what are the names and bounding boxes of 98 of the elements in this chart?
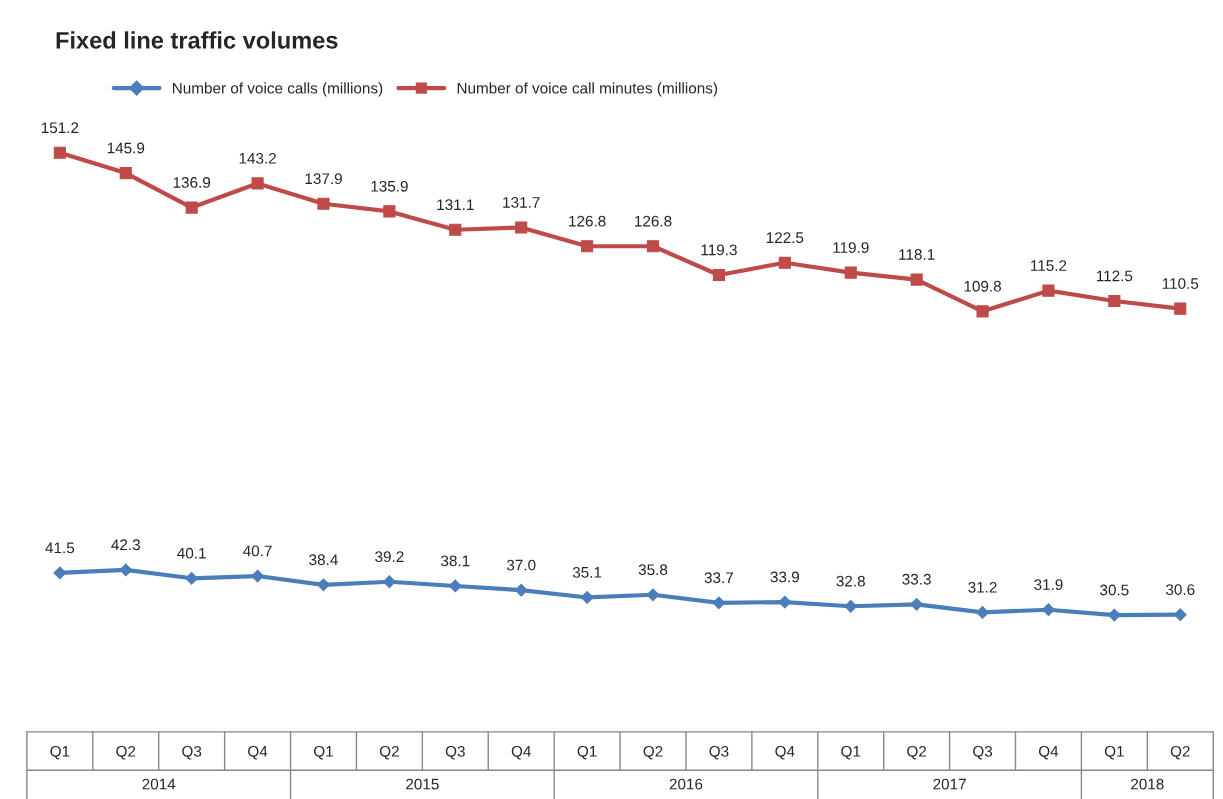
data-label: 30.5 [1100, 584, 1129, 596]
data-label: 39.2 [375, 551, 404, 563]
x-tick-label: Q2 [907, 745, 927, 760]
point [646, 588, 660, 602]
data-label: 135.9 [371, 180, 408, 192]
data-label: 35.1 [572, 566, 602, 578]
point [514, 583, 528, 597]
point [382, 575, 396, 589]
point [251, 569, 264, 583]
data-label: 38.1 [441, 555, 470, 567]
x-tick-label: Q4 [511, 745, 531, 760]
data-label: 126.8 [635, 215, 672, 227]
x-tick-label: Q1 [841, 745, 861, 760]
point [844, 266, 857, 279]
data-label: 32.8 [836, 575, 865, 587]
point [844, 599, 858, 613]
legend-label: Number of voice call minutes (millions) [457, 82, 718, 97]
point [1174, 302, 1187, 315]
point [449, 223, 462, 236]
x-tick-label: Q1 [314, 745, 333, 760]
data-label: 31.9 [1034, 579, 1063, 591]
x-tick-label: Q4 [1038, 745, 1059, 760]
data-label: 42.3 [111, 539, 140, 551]
point [515, 221, 528, 234]
data-label: 109.8 [964, 280, 1001, 292]
data-label: 38.4 [309, 554, 338, 566]
x-tick-label: Q3 [182, 745, 202, 760]
point [119, 167, 132, 180]
data-label: 112.5 [1096, 270, 1133, 282]
x-tick-label: Q4 [248, 745, 268, 760]
point [119, 563, 133, 577]
point [185, 201, 198, 214]
x-tick-label: Q4 [775, 745, 795, 760]
data-label: 118.1 [899, 249, 935, 260]
data-label: 151.2 [41, 122, 79, 134]
point [53, 146, 66, 159]
x-tick-label: Q2 [379, 745, 399, 760]
legend-label: Number of voice calls (millions) [173, 82, 383, 97]
data-label: 131.1 [437, 199, 474, 211]
text: 2014 [142, 778, 176, 790]
point [448, 579, 462, 593]
point [910, 273, 923, 286]
point [976, 605, 989, 619]
text: 2016 [669, 778, 703, 790]
point [580, 591, 594, 604]
data-label: 40.1 [177, 547, 206, 559]
x-tick-label: Q1 [1104, 745, 1124, 760]
x-tick-label: Q3 [973, 745, 993, 760]
x-tick-label: Q2 [116, 745, 136, 760]
text: 2015 [406, 778, 439, 790]
point [1173, 608, 1187, 622]
x-tick-label: Q1 [577, 745, 597, 760]
data-label: 122.5 [766, 232, 804, 244]
data-label: 115.2 [1031, 260, 1067, 271]
point [1108, 294, 1121, 308]
data-label: 37.0 [506, 559, 536, 571]
data-label: 119.3 [701, 244, 737, 256]
data-label: 119.9 [833, 242, 869, 253]
x-tick-label: Q1 [50, 745, 70, 760]
x-tick-label: Q2 [643, 745, 663, 760]
data-label: 30.6 [1165, 584, 1195, 595]
point [712, 596, 726, 610]
data-label: 40.7 [243, 545, 272, 557]
data-label: 110.5 [1162, 278, 1199, 289]
point [778, 595, 792, 609]
chart-title: Fixed line traffic volumes [56, 31, 338, 49]
data-label: 33.7 [704, 572, 734, 584]
data-label: 131.7 [503, 196, 540, 208]
data-label: 137.9 [305, 173, 342, 185]
text: 2018 [1131, 778, 1164, 790]
data-label: 126.8 [569, 215, 606, 227]
point [910, 597, 924, 611]
point [383, 205, 396, 218]
data-label: 33.9 [770, 571, 799, 583]
data-label: 41.5 [45, 542, 75, 554]
x-tick-label: Q2 [1170, 745, 1190, 760]
point [976, 305, 989, 318]
data-label: 31.2 [968, 581, 997, 593]
data-label: 143.2 [239, 152, 276, 164]
point [712, 268, 725, 282]
point [1042, 284, 1055, 297]
point [317, 197, 330, 210]
point [251, 177, 264, 190]
point [1042, 603, 1055, 617]
point [185, 571, 199, 585]
text: 2017 [933, 778, 966, 790]
point [646, 240, 660, 253]
point [581, 240, 594, 253]
point [317, 578, 330, 592]
point [53, 566, 67, 580]
point [778, 256, 791, 269]
x-tick-label: Q3 [709, 745, 729, 760]
point [1107, 608, 1121, 622]
data-label: 35.8 [638, 564, 668, 576]
data-label: 136.9 [173, 177, 211, 188]
data-label: 145.9 [107, 142, 145, 154]
x-tick-label: Q3 [445, 745, 465, 760]
data-label: 33.3 [902, 573, 931, 585]
